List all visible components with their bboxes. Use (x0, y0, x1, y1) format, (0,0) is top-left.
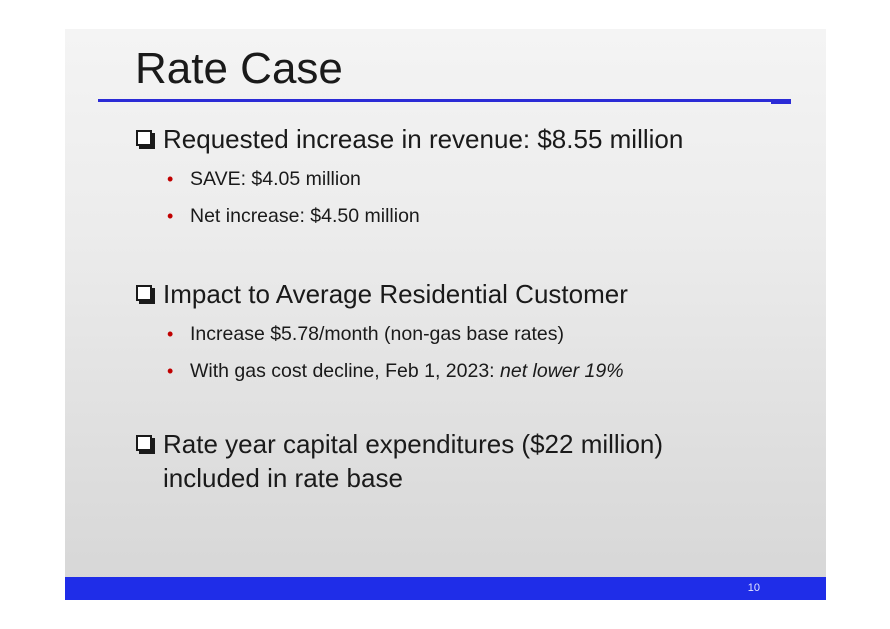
page-number: 10 (747, 582, 760, 594)
checkbox-icon (136, 435, 152, 451)
section-residential-impact: Impact to Average Residential Customer •… (134, 277, 628, 384)
bullet-text: SAVE: $4.05 million (190, 168, 361, 190)
bullet-dot: • (167, 206, 174, 226)
bullet-text: Net increase: $4.50 million (190, 205, 420, 227)
bullet-text: Increase $5.78/month (non-gas base rates… (190, 323, 564, 345)
section-heading: Requested increase in revenue: $8.55 mil… (134, 122, 683, 156)
bullet-dot: • (167, 361, 174, 381)
bullet-dot: • (167, 324, 174, 344)
footer-bar: 10 (65, 577, 826, 600)
section-heading-continued: included in rate base (134, 461, 663, 495)
bullet-dot: • (167, 169, 174, 189)
title-underline (98, 99, 791, 102)
slide: Rate Case Requested increase in revenue:… (65, 29, 826, 600)
bullet-item: • Increase $5.78/month (non-gas base rat… (134, 321, 628, 347)
heading-text: Impact to Average Residential Customer (163, 279, 628, 309)
checkbox-icon (136, 130, 152, 146)
bullet-item: • Net increase: $4.50 million (134, 203, 683, 229)
title-underline-end (771, 99, 791, 104)
section-heading: Rate year capital expenditures ($22 mill… (134, 427, 663, 461)
slide-title: Rate Case (135, 44, 343, 93)
heading-text-line2: included in rate base (163, 463, 403, 493)
section-heading: Impact to Average Residential Customer (134, 277, 628, 311)
bullet-emphasis-text: net lower 19% (500, 360, 624, 382)
bullet-item: • SAVE: $4.05 million (134, 166, 683, 192)
heading-text: Requested increase in revenue: $8.55 mil… (163, 124, 684, 154)
checkbox-icon (136, 285, 152, 301)
bullet-item: • With gas cost decline, Feb 1, 2023: ne… (134, 358, 628, 384)
section-capital-expenditures: Rate year capital expenditures ($22 mill… (134, 427, 663, 495)
section-revenue-request: Requested increase in revenue: $8.55 mil… (134, 122, 683, 229)
heading-text-line1: Rate year capital expenditures ($22 mill… (163, 429, 664, 459)
bullet-text: With gas cost decline, Feb 1, 2023: (190, 360, 501, 382)
